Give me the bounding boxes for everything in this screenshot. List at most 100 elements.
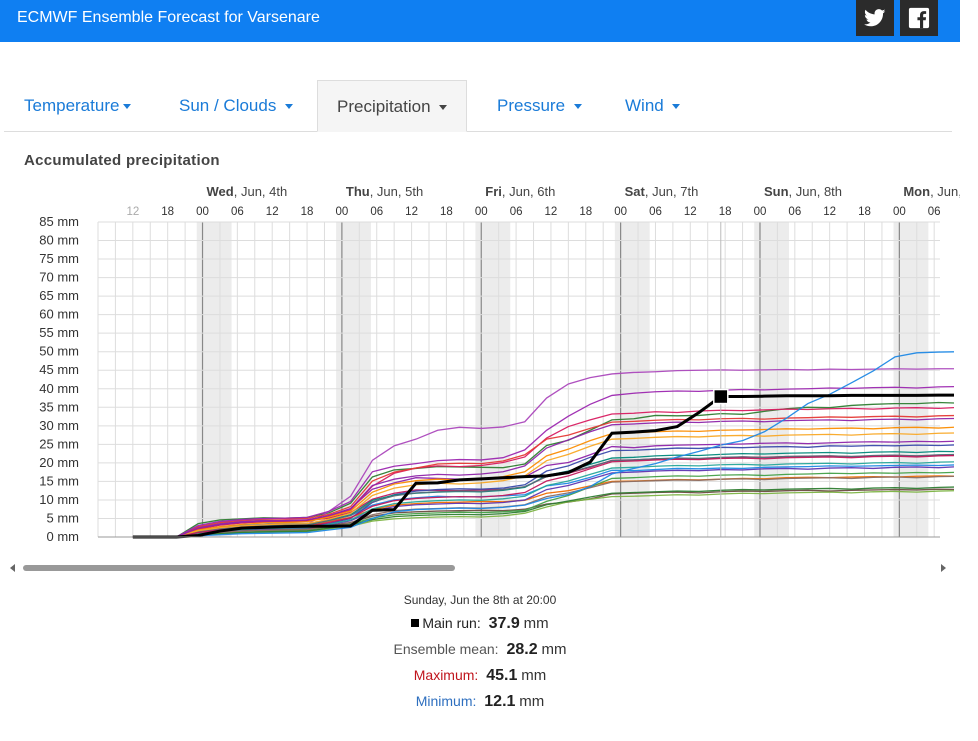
min-label: Minimum:	[415, 693, 477, 709]
max-label: Maximum:	[413, 667, 479, 683]
tab-pressure[interactable]: Pressure	[497, 80, 582, 131]
caret-down-icon	[672, 104, 681, 110]
hour-tick-label: 00	[614, 206, 627, 218]
tab-label: Sun / Clouds	[179, 96, 277, 115]
min-unit: mm	[519, 693, 545, 710]
tab-sun-clouds[interactable]: Sun / Clouds	[179, 80, 294, 131]
mean-unit: mm	[541, 641, 567, 658]
hour-tick-label: 00	[335, 206, 348, 218]
y-tick-label: 40 mm	[39, 381, 79, 396]
hour-tick-label: 06	[370, 206, 383, 218]
tab-precipitation[interactable]: Precipitation	[317, 80, 468, 132]
ensemble-member-line	[132, 351, 954, 538]
hour-tick-label: 18	[719, 206, 732, 218]
hour-tick-label: 18	[440, 206, 453, 218]
hour-tick-label: 12	[126, 206, 139, 218]
day-label: Sun, Jun, 8th	[764, 184, 842, 199]
tab-label: Pressure	[497, 96, 566, 115]
facebook-icon	[908, 7, 930, 29]
y-tick-label: 65 mm	[39, 288, 79, 303]
caret-down-icon	[439, 105, 448, 111]
caret-down-icon	[285, 104, 294, 110]
ensemble-member-line	[132, 417, 954, 538]
ensemble-member-line	[132, 426, 954, 538]
hour-tick-label: 00	[893, 206, 906, 218]
y-tick-label: 50 mm	[39, 344, 79, 359]
mean-label: Ensemble mean:	[393, 641, 499, 657]
hour-tick-label: 00	[754, 206, 767, 218]
tooltip-mean: Ensemble mean: 28.2 mm	[280, 640, 680, 659]
y-tick-label: 75 mm	[39, 251, 79, 266]
y-tick-label: 5 mm	[47, 510, 80, 525]
y-tick-label: 10 mm	[39, 492, 79, 507]
tooltip-main-run: Main run: 37.9 mm	[280, 614, 680, 633]
tooltip-date: Sunday, Jun the 8th at 20:00	[403, 593, 557, 607]
facebook-button[interactable]	[900, 0, 938, 36]
main-run-marker-icon	[411, 619, 420, 627]
hour-tick-label: 06	[649, 206, 662, 218]
hour-tick-label: 06	[788, 206, 801, 218]
hour-tick-label: 12	[823, 206, 836, 218]
y-tick-label: 15 mm	[39, 473, 79, 488]
ensemble-member-line	[132, 486, 954, 538]
hour-tick-label: 18	[579, 206, 592, 218]
hour-tick-label: 18	[161, 206, 174, 218]
day-label: Thu, Jun, 5th	[346, 184, 423, 199]
app-title: ECMWF Ensemble Forecast for Varsenare	[17, 9, 320, 26]
tab-temperature[interactable]: Temperature	[24, 80, 132, 131]
y-tick-label: 80 mm	[39, 233, 79, 248]
y-tick-label: 45 mm	[39, 362, 79, 377]
hour-tick-label: 00	[475, 206, 488, 218]
y-tick-label: 20 mm	[39, 455, 79, 470]
y-tick-label: 70 mm	[39, 270, 79, 285]
tab-label: Temperature	[24, 96, 120, 115]
ensemble-member-line	[132, 385, 954, 538]
main-run-value: 37.9	[488, 615, 520, 632]
caret-down-icon	[573, 104, 582, 110]
day-label: Sat, Jun, 7th	[625, 184, 699, 199]
y-tick-label: 0 mm	[47, 529, 80, 544]
hour-tick-label: 18	[858, 206, 871, 218]
caret-down-icon	[123, 104, 132, 110]
hour-tick-label: 12	[545, 206, 558, 218]
tab-label: Precipitation	[337, 97, 431, 116]
min-value: 12.1	[484, 693, 516, 710]
hour-tick-label: 00	[196, 206, 209, 218]
y-tick-label: 35 mm	[39, 399, 79, 414]
precipitation-chart[interactable]: 0 mm 5 mm 10 mm 15 mm 20 mm 25 mm 30 mm 35 mm 40…	[0, 175, 960, 555]
ensemble-member-line	[132, 475, 954, 538]
mean-value: 28.2	[506, 641, 538, 658]
main-run-line	[132, 393, 954, 539]
hour-tick-label: 06	[231, 206, 244, 218]
twitter-icon	[864, 9, 886, 27]
ensemble-member-line	[132, 432, 954, 538]
scrollbar-thumb[interactable]	[23, 565, 455, 571]
scroll-left-arrow-icon[interactable]	[10, 564, 15, 572]
main-run-label: Main run:	[422, 615, 481, 631]
y-tick-label: 60 mm	[39, 307, 79, 322]
chart-tooltip: Sunday, Jun the 8th at 20:00 Main run: 3…	[280, 593, 680, 711]
max-unit: mm	[521, 667, 547, 684]
ensemble-member-line	[132, 401, 954, 538]
day-label: Fri, Jun, 6th	[485, 184, 555, 199]
chart-title: Accumulated precipitation	[24, 152, 220, 169]
hour-tick-label: 18	[301, 206, 314, 218]
max-value: 45.1	[486, 667, 518, 684]
chart-scrollbar[interactable]	[8, 562, 948, 574]
tab-bar: Temperature Sun / Clouds Precipitation P…	[4, 80, 952, 132]
tab-wind[interactable]: Wind	[625, 80, 681, 131]
y-tick-label: 85 mm	[39, 214, 79, 229]
y-tick-label: 55 mm	[39, 325, 79, 340]
hour-tick-label: 06	[510, 206, 523, 218]
scroll-right-arrow-icon[interactable]	[941, 564, 946, 572]
y-tick-label: 30 mm	[39, 418, 79, 433]
day-label: Wed, Jun, 4th	[207, 184, 288, 199]
day-label: Mon, Jun, 9th	[903, 184, 960, 199]
hour-tick-label: 12	[684, 206, 697, 218]
twitter-button[interactable]	[856, 0, 894, 36]
hour-tick-label: 12	[405, 206, 418, 218]
main-run-marker[interactable]	[713, 388, 729, 405]
tab-label: Wind	[625, 96, 664, 115]
hour-tick-label: 06	[928, 206, 941, 218]
y-tick-label: 25 mm	[39, 436, 79, 451]
